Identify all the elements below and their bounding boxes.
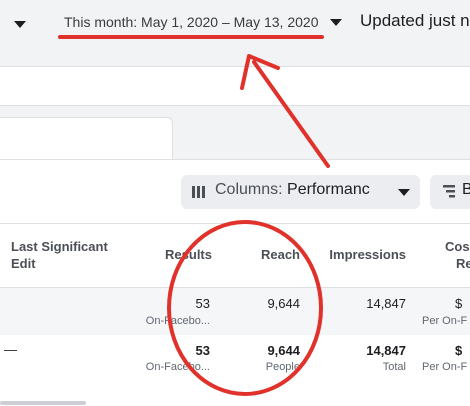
row1-results-sub: On-Facebo...	[145, 315, 210, 327]
columns-value: Performanc	[287, 181, 370, 198]
columns-icon	[192, 186, 205, 198]
header-impressions[interactable]: Impressions	[329, 247, 406, 262]
row1-cost: $	[455, 296, 463, 311]
breakdown-label: B	[462, 181, 470, 198]
row2-reach-sub: People	[265, 361, 300, 373]
row2-cost: $	[455, 343, 463, 358]
date-range-caret-icon[interactable]	[330, 19, 342, 26]
row2-results: 53	[195, 343, 210, 358]
header-reach[interactable]: Reach	[260, 247, 300, 262]
header-cost-line2: Re	[456, 256, 470, 271]
row1-cost-sub: Per On-F	[422, 315, 468, 327]
secondary-bar	[0, 66, 470, 106]
updated-status: Updated just n	[360, 11, 470, 30]
dropdown-caret-icon[interactable]	[14, 21, 26, 28]
row2-impressions: 14,847	[366, 343, 406, 358]
row2-edit: —	[4, 342, 17, 357]
row2-results-sub: On-Facebo...	[145, 361, 210, 373]
table-row[interactable]	[0, 287, 470, 336]
header-last-significant-edit-line1: Last Significant	[11, 239, 108, 254]
horizontal-scrollbar[interactable]	[0, 401, 86, 405]
date-range-selector[interactable]: This month: May 1, 2020 – May 13, 2020	[64, 14, 319, 30]
row1-results: 53	[195, 296, 210, 311]
columns-prefix: Columns:	[215, 181, 288, 198]
columns-label: Columns: Performanc	[215, 181, 370, 199]
top-toolbar	[0, 0, 470, 48]
columns-button[interactable]	[181, 175, 420, 209]
header-results[interactable]: Results	[165, 247, 212, 262]
row2-impressions-sub: Total	[382, 361, 406, 373]
breakdown-icon	[443, 185, 455, 198]
header-cost[interactable]: Cos Re	[440, 238, 470, 272]
header-last-significant-edit[interactable]: Last Significant Edit	[11, 238, 108, 272]
active-tab[interactable]	[0, 117, 173, 161]
header-cost-line1: Cos	[445, 239, 470, 254]
row2-cost-sub: Per On-F	[422, 361, 468, 373]
row1-reach: 9,644	[267, 296, 300, 311]
columns-caret-icon[interactable]	[398, 189, 410, 196]
row2-reach: 9,644	[267, 343, 300, 358]
header-last-significant-edit-line2: Edit	[11, 256, 36, 271]
row1-impressions: 14,847	[366, 296, 406, 311]
